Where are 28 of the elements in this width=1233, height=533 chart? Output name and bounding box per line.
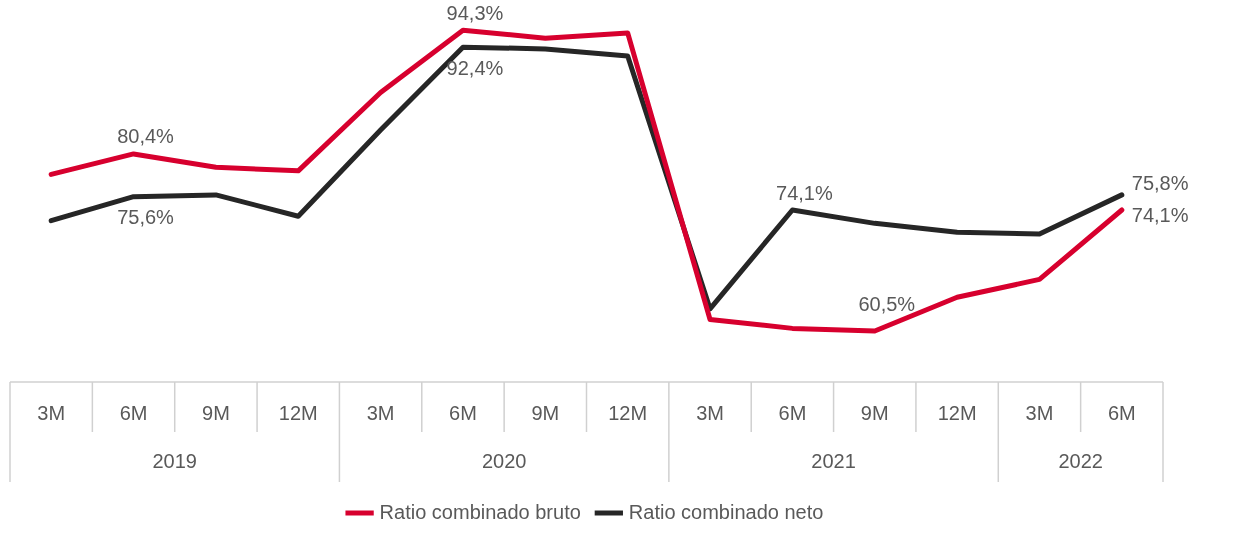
x-tick-label: 12M [278,401,318,424]
x-tick-label: 3M [696,401,724,424]
data-label: 80,4% [117,125,175,148]
text: 2021 [811,449,856,472]
x-tick-label: 3M [37,401,66,424]
x-tick-label: 3M [366,401,395,424]
data-label: 94,3% [446,1,504,24]
data-label: 74,1% [1131,203,1189,226]
x-tick-label: 6M [1107,401,1136,424]
x-tick-label: 9M [531,401,560,424]
text: 2019 [152,449,197,472]
x-tick-label: 9M [201,401,230,424]
x-tick-label: 12M [937,401,977,424]
x-tick-label: 12M [608,401,648,424]
x-tick-label: 3M [1025,401,1054,424]
x-tick-label: 6M [119,401,148,424]
x-tick-label: 9M [860,401,889,424]
data-label: 75,8% [1131,172,1189,195]
x-tick-label: 6M [778,401,807,424]
data-label: 92,4% [446,56,504,79]
text: 2022 [1058,449,1103,472]
legend-label: Ratio combinado bruto [379,500,581,523]
legend-label: Ratio combinado neto [628,500,824,523]
text: 2020 [481,449,527,472]
data-label: 60,5% [858,292,916,315]
data-label: 74,1% [776,181,833,204]
x-tick-label: 6M [449,401,477,424]
data-label: 75,6% [117,206,175,229]
